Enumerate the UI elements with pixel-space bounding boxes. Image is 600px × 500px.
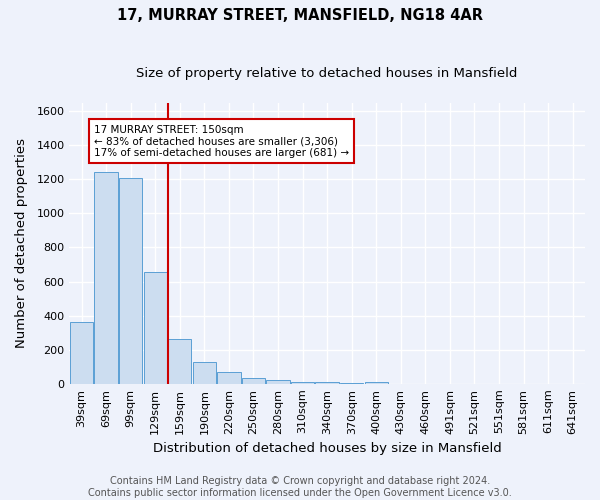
Bar — [143, 272, 167, 384]
Bar — [242, 378, 265, 384]
Bar — [340, 383, 364, 384]
Bar — [168, 338, 191, 384]
Y-axis label: Number of detached properties: Number of detached properties — [15, 138, 28, 348]
Bar — [266, 380, 290, 384]
Text: 17, MURRAY STREET, MANSFIELD, NG18 4AR: 17, MURRAY STREET, MANSFIELD, NG18 4AR — [117, 8, 483, 22]
Bar — [365, 382, 388, 384]
Bar — [217, 372, 241, 384]
Title: Size of property relative to detached houses in Mansfield: Size of property relative to detached ho… — [136, 68, 518, 80]
Bar — [316, 382, 339, 384]
Text: Contains HM Land Registry data © Crown copyright and database right 2024.
Contai: Contains HM Land Registry data © Crown c… — [88, 476, 512, 498]
Bar — [119, 178, 142, 384]
Bar — [70, 322, 93, 384]
X-axis label: Distribution of detached houses by size in Mansfield: Distribution of detached houses by size … — [153, 442, 502, 455]
Bar — [94, 172, 118, 384]
Bar — [193, 362, 216, 384]
Text: 17 MURRAY STREET: 150sqm
← 83% of detached houses are smaller (3,306)
17% of sem: 17 MURRAY STREET: 150sqm ← 83% of detach… — [94, 124, 349, 158]
Bar — [291, 382, 314, 384]
